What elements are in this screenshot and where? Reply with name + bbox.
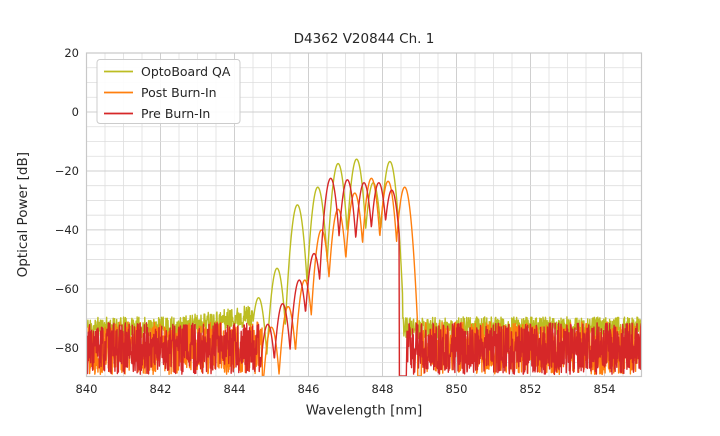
y-tick-label: −60 (55, 282, 79, 296)
legend-item-post-burn-in: Post Burn-In (141, 85, 217, 100)
y-tick-label: 0 (72, 105, 79, 119)
legend: OptoBoard QA Post Burn-In Pre Burn-In (96, 59, 241, 124)
y-tick-labels: 20 0 −20 −40 −60 −80 (55, 46, 79, 355)
legend-item-optoboard-qa: OptoBoard QA (141, 64, 231, 79)
y-tick-label: −80 (55, 341, 79, 355)
series-pre-burn-in (86, 177, 642, 377)
x-tick-labels: 840 842 844 846 848 850 852 854 (76, 382, 616, 396)
axes-border (85, 52, 643, 378)
y-tick-label: −20 (55, 164, 79, 178)
x-tick-label: 846 (298, 382, 320, 396)
x-tick-label: 842 (150, 382, 172, 396)
x-tick-label: 840 (76, 382, 98, 396)
x-axis-label: Wavelength [nm] (306, 403, 423, 419)
x-tick-label: 850 (446, 382, 468, 396)
legend-item-pre-burn-in: Pre Burn-In (141, 106, 210, 121)
legend-box (96, 59, 241, 124)
x-tick-label: 852 (520, 382, 542, 396)
chart-title: D4362 V20844 Ch. 1 (294, 31, 435, 47)
x-tick-label: 854 (594, 382, 616, 396)
y-axis-label: Optical Power [dB] (15, 152, 31, 277)
x-tick-label: 848 (372, 382, 394, 396)
y-tick-label: 20 (64, 46, 79, 60)
y-tick-label: −40 (55, 223, 79, 237)
spectrum-curves (86, 158, 642, 377)
x-tick-label: 844 (224, 382, 246, 396)
